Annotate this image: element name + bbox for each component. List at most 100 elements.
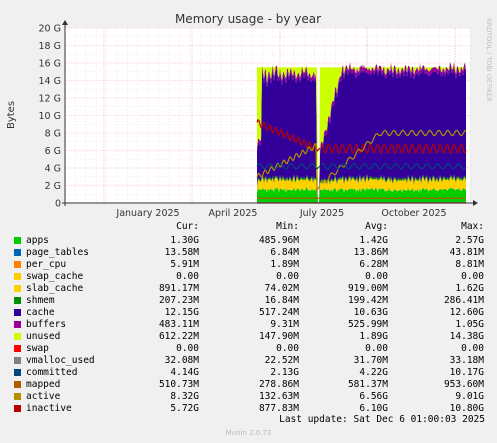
legend-max: 12.60G	[449, 307, 484, 318]
legend-swatch	[14, 297, 21, 304]
legend-avg: 581.37M	[347, 379, 388, 390]
x-tick-label: July 2025	[299, 208, 344, 219]
legend-cur: 13.58M	[164, 247, 199, 258]
legend-item-swap-cache: swap_cache 0.00 0.00 0.00 0.00	[0, 271, 497, 283]
legend-swatch	[14, 357, 21, 364]
line-committed	[256, 162, 467, 170]
header-cur: Cur:	[176, 221, 199, 232]
line-inactive	[256, 118, 467, 155]
legend-swatch	[14, 405, 21, 412]
legend-cur: 8.32G	[170, 391, 199, 402]
legend-max: 0.00	[461, 271, 484, 282]
legend-label: active	[26, 391, 61, 402]
y-tick-label: 0	[55, 199, 61, 210]
line-mapped	[256, 197, 467, 200]
x-tick-label: January 2025	[115, 208, 179, 219]
legend-item-slab-cache: slab_cache 891.17M 74.02M 919.00M 1.62G	[0, 283, 497, 295]
legend-cur: 1.30G	[170, 235, 199, 246]
y-tick-label: 10 G	[39, 111, 61, 122]
legend-label: buffers	[26, 319, 67, 330]
legend-cur: 207.23M	[158, 295, 199, 306]
legend-label: unused	[26, 331, 61, 342]
y-tick-label: 8 G	[45, 129, 61, 140]
area-slab-cache	[257, 175, 466, 203]
legend-label: swap_cache	[26, 271, 84, 282]
legend-min: 6.84M	[270, 247, 299, 258]
legend-avg: 10.63G	[353, 307, 388, 318]
legend-min: 0.00	[276, 343, 299, 354]
legend-max: 14.38G	[449, 331, 484, 342]
legend-min: 278.86M	[258, 379, 299, 390]
legend-avg: 0.00	[365, 343, 388, 354]
legend-max: 10.17G	[449, 367, 484, 378]
legend-avg: 31.70M	[353, 355, 388, 366]
legend-min: 22.52M	[264, 355, 299, 366]
legend-cur: 510.73M	[158, 379, 199, 390]
legend-swatch	[14, 285, 21, 292]
legend-max: 1.62G	[455, 283, 484, 294]
legend-label: apps	[26, 235, 49, 246]
legend-max: 33.18M	[449, 355, 484, 366]
legend-max: 953.60M	[443, 379, 484, 390]
legend-label: committed	[26, 367, 78, 378]
legend-cur: 12.15G	[164, 307, 199, 318]
y-tick-label: 20 G	[39, 24, 61, 35]
legend-cur: 32.08M	[164, 355, 199, 366]
axes: 0 2 G 4 G 6 G 8 G 10 G 12 G 14 G 16 G 18 G 20 G Jan…	[39, 20, 478, 219]
legend-cur: 483.11M	[158, 319, 199, 330]
legend-avg: 0.00	[365, 271, 388, 282]
legend-min: 9.31M	[270, 319, 299, 330]
legend-max: 8.81M	[455, 259, 484, 270]
legend-avg: 1.42G	[359, 235, 388, 246]
legend-max: 9.01G	[455, 391, 484, 402]
legend-cur: 4.14G	[170, 367, 199, 378]
legend-avg: 1.89G	[359, 331, 388, 342]
legend-label: slab_cache	[26, 283, 84, 294]
legend-min: 485.96M	[258, 235, 299, 246]
legend-min: 1.89M	[270, 259, 299, 270]
legend-swatch	[14, 309, 21, 316]
legend-max: 286.41M	[443, 295, 484, 306]
legend-header: Cur: Min: Avg: Max:	[0, 221, 497, 233]
area-buffers	[257, 62, 466, 203]
y-axis-label: Bytes	[6, 101, 17, 129]
legend-label: mapped	[26, 379, 61, 390]
legend-label: per_cpu	[26, 259, 67, 270]
x-tick-label: April 2025	[209, 208, 258, 219]
legend-max: 0.00	[461, 343, 484, 354]
legend-min: 16.84M	[264, 295, 299, 306]
legend-swatch	[14, 345, 21, 352]
legend-min: 2.13G	[270, 367, 299, 378]
header-max: Max:	[461, 221, 484, 232]
legend-max: 43.81M	[449, 247, 484, 258]
legend-swatch	[14, 333, 21, 340]
legend-item-apps: apps 1.30G 485.96M 1.42G 2.57G	[0, 235, 497, 247]
legend-item-vmalloc-used: vmalloc_used 32.08M 22.52M 31.70M 33.18M	[0, 355, 497, 367]
legend-max: 10.80G	[449, 403, 484, 414]
legend-item-unused: unused 612.22M 147.90M 1.89G 14.38G	[0, 331, 497, 343]
legend-cur: 0.00	[176, 343, 199, 354]
legend-label: inactive	[26, 403, 72, 414]
rrdtool-credit: RRDTOOL / TOBI OETIKER	[485, 18, 493, 102]
legend-label: page_tables	[26, 247, 89, 258]
legend-avg: 6.10G	[359, 403, 388, 414]
legend-label: shmem	[26, 295, 55, 306]
munin-version: Munin 2.0.73	[225, 429, 272, 437]
y-tick-label: 18 G	[39, 41, 61, 52]
legend-swatch	[14, 393, 21, 400]
last-update: Last update: Sat Dec 6 01:00:03 2025	[279, 414, 485, 425]
area-cache	[257, 66, 466, 203]
y-tick-label: 14 G	[39, 76, 61, 87]
header-min: Min:	[276, 221, 299, 232]
legend-avg: 6.28M	[359, 259, 388, 270]
legend-item-active: active 8.32G 132.63M 6.56G 9.01G	[0, 391, 497, 403]
chart-title: Memory usage - by year	[175, 12, 321, 26]
legend-item-cache: cache 12.15G 517.24M 10.63G 12.60G	[0, 307, 497, 319]
legend-min: 877.83M	[258, 403, 299, 414]
legend-item-per-cpu: per_cpu 5.91M 1.89M 6.28M 8.81M	[0, 259, 497, 271]
legend-min: 132.63M	[258, 391, 299, 402]
legend-avg: 919.00M	[347, 283, 388, 294]
legend-item-shmem: shmem 207.23M 16.84M 199.42M 286.41M	[0, 295, 497, 307]
legend-item-buffers: buffers 483.11M 9.31M 525.99M 1.05G	[0, 319, 497, 331]
y-tick-label: 4 G	[45, 164, 61, 175]
